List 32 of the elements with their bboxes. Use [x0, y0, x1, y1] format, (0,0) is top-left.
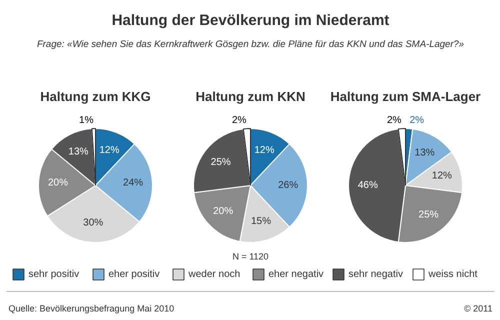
text: N = 1120 [232, 252, 269, 262]
data-label: 13% [414, 148, 435, 159]
chart-subtitle: Frage: «Wie sehen Sie das Kernkraftwerk Gösgen bzw. die Pläne für das KKN und das SMA-Lager?» [36, 39, 464, 50]
legend-label: eher positiv [108, 269, 160, 280]
text: Haltung zum SMA-Lager [330, 89, 481, 104]
data-label: 12% [99, 145, 120, 156]
data-label: 2% [232, 115, 247, 126]
source-note: Quelle: Bevölkerungsbefragung Mai 2010 [8, 304, 174, 314]
data-label: 2% [386, 115, 402, 126]
data-label: 12% [254, 145, 274, 156]
data-label: 1% [79, 115, 94, 126]
data-label: 20% [48, 178, 68, 189]
text: Haltung zum KKN [196, 89, 306, 104]
data-label: 2% [410, 115, 424, 126]
data-label: 25% [418, 210, 439, 221]
text: © 2011 [464, 304, 493, 314]
data-label: 26% [278, 180, 298, 191]
legend-label: eher negativ [268, 269, 324, 280]
legend-label: weiss nicht [428, 269, 478, 280]
data-label: 13% [68, 146, 89, 158]
chart-title: Haltung der Bevölkerung im Niederamt [112, 12, 390, 29]
data-label: 30% [83, 218, 104, 229]
legend-label: weder noch [188, 269, 240, 280]
data-label: 46% [358, 180, 378, 191]
data-label: 25% [210, 156, 231, 168]
data-label: 12% [432, 170, 452, 182]
legend-label: sehr negativ [348, 269, 403, 280]
legend-label: sehr positiv [28, 269, 80, 280]
data-label: 20% [213, 206, 234, 217]
text: Haltung zum KKG [40, 89, 151, 104]
data-label: 15% [250, 216, 272, 228]
data-label: 24% [123, 178, 144, 189]
